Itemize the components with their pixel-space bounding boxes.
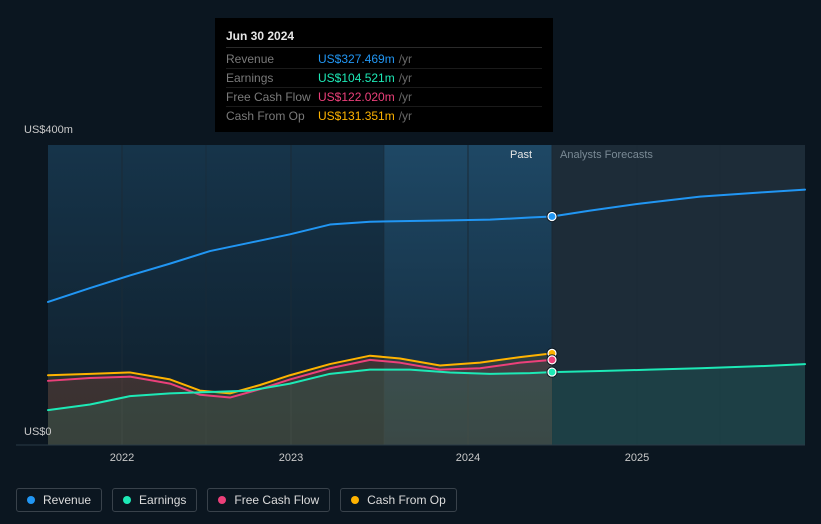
tooltip-row-cfo: Cash From Op US$131.351m /yr (226, 107, 542, 125)
tooltip-suffix: /yr (399, 109, 412, 123)
tooltip-row-fcf: Free Cash Flow US$122.020m /yr (226, 88, 542, 107)
legend-item-cfo[interactable]: Cash From Op (340, 488, 457, 512)
svg-text:2022: 2022 (110, 452, 134, 464)
tooltip-date: Jun 30 2024 (226, 25, 542, 48)
legend-label: Revenue (43, 493, 91, 507)
legend-dot-icon (123, 496, 131, 504)
tooltip-value: US$327.469m (318, 52, 395, 66)
tooltip-label: Revenue (226, 52, 318, 66)
tooltip-label: Free Cash Flow (226, 90, 318, 104)
tooltip-label: Cash From Op (226, 109, 318, 123)
svg-text:2024: 2024 (456, 452, 480, 464)
chart-tooltip: Jun 30 2024 Revenue US$327.469m /yr Earn… (215, 18, 553, 132)
legend-item-revenue[interactable]: Revenue (16, 488, 102, 512)
legend-dot-icon (351, 496, 359, 504)
tooltip-suffix: /yr (399, 90, 412, 104)
legend-label: Cash From Op (367, 493, 446, 507)
tooltip-value: US$122.020m (318, 90, 395, 104)
legend-label: Free Cash Flow (234, 493, 319, 507)
svg-text:Past: Past (510, 149, 532, 161)
tooltip-value: US$104.521m (318, 71, 395, 85)
tooltip-label: Earnings (226, 71, 318, 85)
legend-dot-icon (218, 496, 226, 504)
tooltip-suffix: /yr (399, 71, 412, 85)
legend-dot-icon (27, 496, 35, 504)
svg-text:2025: 2025 (625, 452, 649, 464)
legend-item-fcf[interactable]: Free Cash Flow (207, 488, 330, 512)
tooltip-value: US$131.351m (318, 109, 395, 123)
tooltip-row-earnings: Earnings US$104.521m /yr (226, 69, 542, 88)
chart-legend: Revenue Earnings Free Cash Flow Cash Fro… (16, 488, 457, 512)
legend-item-earnings[interactable]: Earnings (112, 488, 197, 512)
legend-label: Earnings (139, 493, 186, 507)
svg-text:2023: 2023 (279, 452, 303, 464)
tooltip-row-revenue: Revenue US$327.469m /yr (226, 50, 542, 69)
earnings-revenue-chart: Jun 30 2024 Revenue US$327.469m /yr Earn… (0, 0, 821, 524)
svg-text:US$400m: US$400m (24, 124, 73, 136)
tooltip-suffix: /yr (399, 52, 412, 66)
svg-text:US$0: US$0 (24, 426, 52, 438)
svg-text:Analysts Forecasts: Analysts Forecasts (560, 149, 653, 161)
